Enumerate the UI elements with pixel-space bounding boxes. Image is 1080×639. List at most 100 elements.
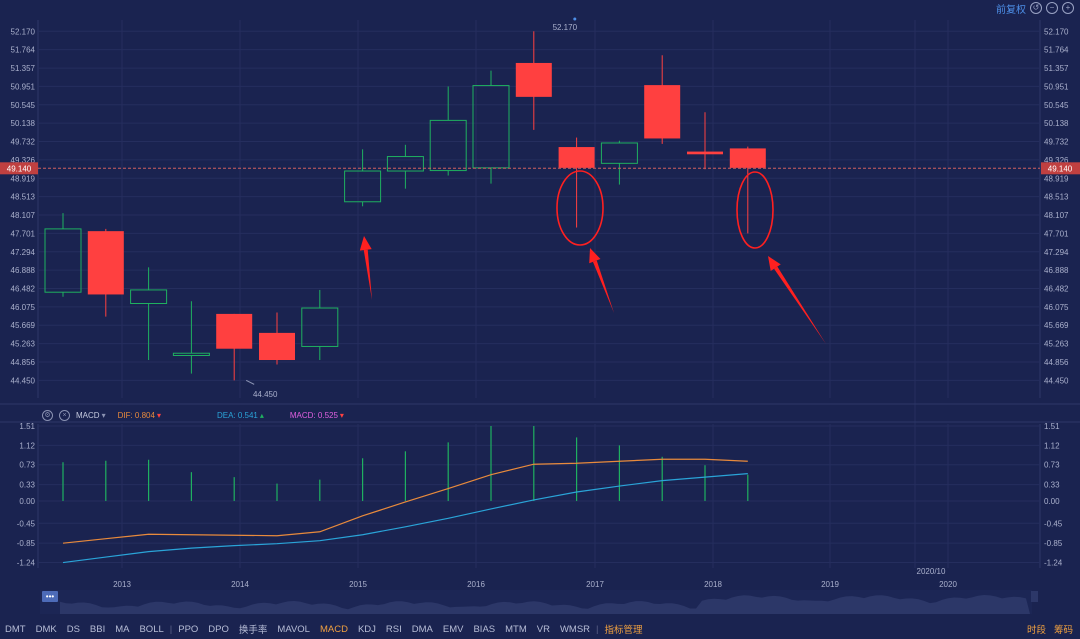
candlestick-series: [44, 31, 766, 381]
y-tick-label: 48.107: [11, 211, 36, 220]
x-tick-label: 2014: [231, 580, 249, 589]
candle-body: [429, 119, 467, 172]
range-navigator[interactable]: •••: [40, 590, 1038, 614]
indicator-tab[interactable]: MTM: [505, 623, 527, 635]
indicator-tab[interactable]: MAVOL: [277, 623, 310, 635]
y-tick-label: 46.075: [11, 303, 36, 312]
price-axis-left: 52.170 51.764 51.357 50.951 50.545 50.138 49.7…: [11, 27, 36, 385]
macd-y-tick-label: -0.85: [17, 539, 36, 548]
indicator-tab[interactable]: DMK: [35, 623, 57, 635]
indicator-tab[interactable]: EMV: [442, 623, 464, 635]
high-label: 52.170: [553, 23, 578, 32]
y-tick-label: 50.951: [1044, 82, 1069, 91]
indicator-tab[interactable]: DPO: [208, 623, 229, 635]
y-tick-label: 46.888: [1044, 266, 1069, 275]
macd-value-label: MACD: 0.525: [289, 410, 338, 420]
arrow-head: [768, 256, 781, 271]
indicator-tab[interactable]: BIAS: [473, 623, 496, 635]
indicator-tab[interactable]: RSI: [385, 623, 402, 635]
navigator-handle-right: [1031, 591, 1038, 602]
indicator-tabs: DMT DMK DS BBI MA BOLL | PPO DPO 换手率 MAVOL MACD KDJ R…: [0, 619, 1080, 639]
close-icon[interactable]: ×: [59, 409, 70, 421]
zoom-out-icon[interactable]: −: [1046, 2, 1058, 14]
y-tick-label: 49.326: [11, 156, 36, 165]
red-circle: [736, 171, 774, 249]
candle-body: [259, 332, 295, 361]
x-tick-label: 2018: [704, 580, 722, 589]
dif-line: [62, 458, 748, 544]
x-tick-label: 2019: [821, 580, 839, 589]
macd-y-tick-label: 1.12: [1044, 441, 1060, 450]
y-tick-label: 51.764: [11, 46, 36, 55]
red-circle: [556, 170, 604, 246]
indicator-tab[interactable]: DMA: [411, 623, 433, 635]
time-segment-button[interactable]: 时段: [1026, 625, 1046, 636]
candle-body: [130, 289, 168, 304]
dea-line: [62, 473, 748, 564]
candle: [344, 149, 382, 207]
macd-y-tick-label: 1.12: [19, 441, 35, 450]
indicator-management-button[interactable]: 指标管理: [604, 625, 643, 636]
indicator-tab[interactable]: VR: [536, 623, 550, 635]
y-tick-label: 49.326: [1044, 156, 1069, 165]
indicator-tab[interactable]: KDJ: [357, 623, 376, 635]
y-tick-label: 45.669: [11, 321, 36, 330]
y-tick-label: 52.170: [1044, 27, 1069, 36]
x-tick-label: 2017: [586, 580, 604, 589]
chips-button[interactable]: 筹码: [1053, 625, 1073, 636]
current-price-line: 49.140 49.140: [0, 162, 1080, 175]
candle: [644, 55, 681, 144]
indicator-tab[interactable]: MA: [115, 623, 130, 635]
y-tick-label: 51.357: [11, 64, 36, 73]
zoom-in-icon[interactable]: +: [1062, 2, 1074, 14]
price-axis-right: 52.170 51.764 51.357 50.951 50.545 50.138 49.7…: [1044, 27, 1069, 385]
navigator-handle-icon: •••: [46, 592, 55, 601]
candle: [515, 31, 552, 130]
indicator-tab[interactable]: WMSR: [559, 623, 591, 635]
x-tick-label: 2016: [467, 580, 485, 589]
candle-body: [600, 142, 638, 164]
high-marker: [573, 17, 577, 21]
top-toolbar: 前复权 ↺ − +: [996, 0, 1080, 16]
dea-label: DEA: 0.541: [216, 410, 258, 420]
macd-grid: [37, 424, 1041, 568]
indicator-tab[interactable]: BOLL: [139, 623, 164, 635]
macd-y-tick-label: 0.73: [19, 461, 35, 470]
indicator-dropdown-icon[interactable]: ▾: [101, 410, 106, 420]
candle: [216, 313, 253, 381]
macd-lines: [62, 458, 748, 564]
candle-body: [515, 62, 552, 97]
indicator-tab[interactable]: DS: [66, 623, 80, 635]
candle-body: [87, 231, 124, 295]
adjust-button[interactable]: 前复权: [996, 4, 1026, 16]
arrow-head: [359, 236, 372, 251]
price-tag-left: [0, 162, 38, 175]
indicator-tab[interactable]: 换手率: [238, 625, 268, 636]
navigator-handle-left: [42, 591, 58, 602]
undo-icon[interactable]: ↺: [1030, 2, 1042, 14]
y-tick-label: 50.951: [11, 82, 36, 91]
candle: [44, 213, 82, 297]
indicator-tab[interactable]: BBI: [89, 623, 106, 635]
y-tick-label: 47.701: [1044, 229, 1069, 238]
macd-y-tick-label: 1.51: [19, 422, 35, 431]
indicator-tab[interactable]: PPO: [178, 623, 199, 635]
annotations: [359, 170, 826, 344]
macd-trend-icon: ▾: [339, 410, 344, 420]
indicator-tab[interactable]: MACD: [319, 623, 348, 635]
x-tick-label: 2015: [349, 580, 367, 589]
candle: [130, 267, 168, 361]
indicator-legend: ⚙ × MACD ▾ DIF: 0.804 ▾ DEA: 0.541 ▴ MAC…: [42, 409, 344, 421]
settings-icon[interactable]: ⚙: [42, 409, 53, 421]
candle: [301, 289, 339, 361]
macd-y-tick-label: -0.45: [17, 519, 36, 528]
price-tag-left-label: 49.140: [7, 164, 32, 173]
indicator-tab[interactable]: DMT: [5, 623, 26, 635]
low-label: 44.450: [253, 390, 278, 399]
y-tick-label: 48.513: [11, 193, 36, 202]
y-tick-label: 49.732: [11, 138, 36, 147]
macd-y-tick-label: -1.24: [17, 559, 36, 568]
tab-separator: |: [169, 623, 173, 635]
y-tick-label: 46.888: [11, 266, 36, 275]
